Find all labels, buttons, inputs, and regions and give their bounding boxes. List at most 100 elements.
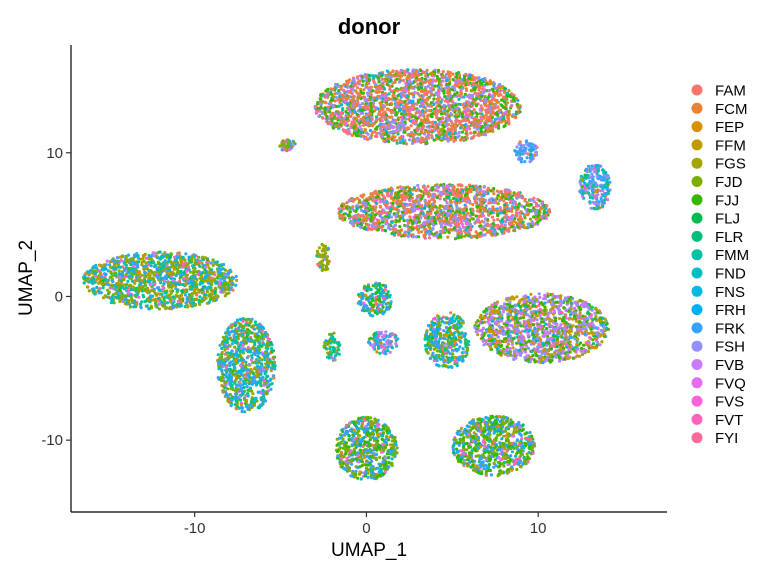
cell-point	[234, 274, 238, 279]
cell-point	[451, 72, 455, 76]
cell-point	[395, 202, 399, 206]
cell-point	[87, 289, 91, 293]
cell-point	[544, 206, 548, 211]
cell-point	[362, 88, 366, 92]
cell-point	[507, 193, 511, 197]
cell-point	[411, 135, 415, 139]
cell-point	[323, 111, 327, 115]
cell-point	[488, 229, 492, 233]
cell-point	[202, 298, 206, 302]
cell-point	[484, 97, 488, 101]
cell-point	[235, 278, 239, 282]
cell-point	[492, 97, 496, 101]
cell-point	[490, 120, 494, 124]
cell-point	[479, 104, 483, 108]
cell-point	[420, 76, 424, 80]
cell-point	[405, 202, 409, 206]
cell-point	[410, 207, 414, 211]
cell-point	[427, 113, 431, 117]
cell-point	[491, 129, 495, 133]
cell-point	[392, 138, 396, 143]
cell-point	[366, 107, 370, 111]
cell-point	[387, 140, 391, 144]
cell-point	[369, 101, 373, 105]
cell-point	[495, 189, 499, 193]
cell-point	[124, 286, 128, 290]
cell-point	[491, 205, 495, 209]
cell-point	[144, 256, 149, 260]
cell-point	[509, 104, 513, 108]
cell-point	[378, 71, 382, 75]
cell-point	[150, 257, 154, 262]
cell-point	[408, 138, 412, 142]
cell-point	[394, 228, 398, 232]
cell-point	[416, 235, 421, 239]
cell-point	[323, 107, 328, 111]
cell-point	[365, 199, 369, 203]
cell-point	[119, 258, 123, 263]
cell-point	[427, 133, 431, 137]
cell-point	[393, 135, 397, 139]
cell-point	[398, 71, 402, 75]
cell-point	[462, 75, 467, 79]
cell-point	[179, 269, 183, 273]
cell-point	[481, 228, 485, 232]
cell-point	[337, 84, 341, 88]
cell-point	[544, 210, 549, 214]
cell-point	[369, 197, 373, 201]
cell-point	[449, 129, 453, 133]
cell-point	[482, 185, 486, 189]
cell-point	[364, 78, 368, 82]
cell-point	[414, 188, 418, 193]
cell-point	[477, 88, 481, 92]
cell-point	[444, 136, 448, 140]
cell-point	[408, 210, 412, 214]
cell-point	[457, 97, 461, 101]
cell-point	[516, 205, 520, 209]
cell-point	[350, 133, 354, 137]
cell-point	[446, 235, 450, 239]
cell-point	[411, 227, 415, 231]
cell-point	[333, 92, 337, 96]
cell-point	[380, 77, 384, 81]
cell-point	[439, 183, 443, 187]
cell-point	[342, 212, 346, 216]
cell-point	[444, 205, 448, 209]
cell-point	[180, 289, 184, 293]
cell-point	[340, 204, 344, 208]
cell-point	[388, 188, 392, 192]
cell-point	[479, 126, 483, 131]
cell-point	[544, 213, 548, 217]
cell-point	[507, 217, 511, 221]
cell-point	[500, 98, 504, 102]
cell-point	[469, 187, 473, 191]
cell-point	[534, 217, 538, 221]
cell-point	[396, 94, 400, 98]
cell-point	[444, 72, 448, 77]
cell-point	[157, 299, 161, 303]
cell-point	[395, 141, 399, 145]
cell-point	[492, 200, 496, 205]
cell-point	[504, 194, 508, 198]
cell-point	[220, 282, 224, 286]
cell-point	[358, 124, 362, 128]
cell-point	[449, 200, 453, 204]
cell-point	[479, 130, 483, 134]
cell-point	[342, 118, 346, 122]
cell-point	[401, 93, 405, 97]
cell-point	[156, 276, 160, 280]
cell-point	[468, 120, 472, 124]
cell-point	[445, 82, 450, 87]
cell-point	[465, 133, 469, 137]
cell-point	[457, 213, 461, 217]
cell-point	[420, 230, 424, 234]
cell-point	[222, 290, 226, 294]
cell-point	[404, 191, 408, 195]
cell-point	[450, 100, 454, 104]
cell-point	[326, 95, 330, 99]
cell-point	[191, 284, 195, 288]
cell-point	[163, 259, 167, 263]
cell-point	[451, 123, 455, 127]
cell-point	[536, 203, 540, 207]
